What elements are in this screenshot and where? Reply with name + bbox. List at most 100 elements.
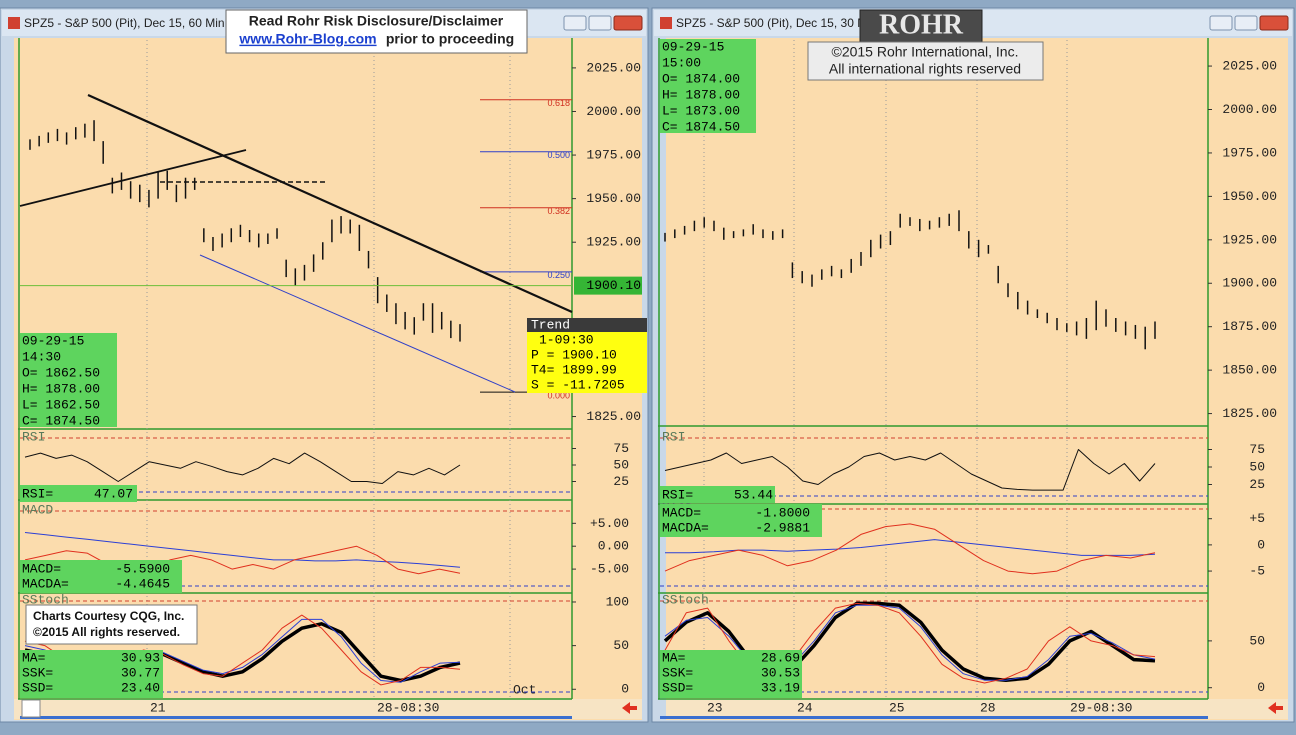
stoch-readout-name: SSD=: [662, 680, 693, 695]
y-tick-label: 1875.00: [1222, 319, 1277, 334]
trend-line-text: S = -11.7205: [531, 377, 625, 392]
rsi-readout-box: [660, 486, 775, 503]
rsi-line: [24, 452, 461, 484]
time-label: 29-08:30: [1070, 700, 1132, 715]
trend-header: Trend: [531, 317, 570, 332]
logo-box: [859, 9, 983, 43]
time-label: Oct: [513, 682, 536, 697]
fib-label: 0.382: [547, 206, 570, 216]
y-tick-label: 2000.00: [1222, 102, 1277, 117]
macd-readout-value: -4.4645: [115, 576, 170, 591]
ohlc-line: L= 1862.50: [22, 397, 100, 412]
ohlc-line: 09-29-15: [22, 333, 84, 348]
stoch-readout-name: MA=: [662, 650, 686, 665]
y-tick-label: -5.00: [590, 562, 629, 577]
ohlc-line: O= 1874.00: [662, 71, 740, 86]
trend-line-text: T4= 1899.99: [531, 362, 617, 377]
disclaimer-box: [225, 9, 528, 54]
ohlc-line: O= 1862.50: [22, 365, 100, 380]
y-tick-label: +5: [1249, 511, 1265, 526]
window-icon: [8, 17, 20, 29]
close-button[interactable]: [1259, 15, 1289, 31]
macd-readout-value: -1.8000: [755, 505, 810, 520]
y-tick-label: 50: [613, 457, 629, 472]
trend-box: [527, 332, 647, 393]
logo: ROHR: [879, 9, 964, 40]
y-tick-label: 0: [621, 682, 629, 697]
chart-area: [666, 38, 1288, 720]
maximize-button[interactable]: [588, 15, 612, 31]
y-tick-label: 1925.00: [586, 235, 641, 250]
rsi-readout-name: RSI=: [22, 486, 53, 501]
y-tick-label: 50: [1249, 459, 1265, 474]
disclaimer-text: Read Rohr Risk Disclosure/Disclaimer: [249, 13, 504, 29]
time-label: 24: [797, 700, 813, 715]
ohlc-line: 15:00: [662, 55, 701, 70]
trend-line-text: 1-09:30: [539, 332, 594, 347]
maximize-button[interactable]: [1234, 15, 1258, 31]
fib-label: 0.250: [547, 270, 570, 280]
y-tick-label: 2025.00: [586, 60, 641, 75]
stoch-readout-value: 33.19: [761, 680, 800, 695]
scroll-arrow[interactable]: [622, 702, 637, 714]
courtesy-text: ©2015 All rights reserved.: [33, 625, 180, 639]
rsi-line: [664, 449, 1156, 491]
stoch-readout-name: MA=: [22, 650, 46, 665]
panel-label: RSI: [22, 429, 45, 444]
ohlc-line: 14:30: [22, 349, 61, 364]
y-tick-label: 75: [613, 441, 629, 456]
time-label: 23: [707, 700, 723, 715]
macd-readout-box: [20, 560, 182, 593]
fib-label: 0.500: [547, 150, 570, 160]
y-tick-label: -5: [1249, 563, 1265, 578]
trend-line: [19, 149, 247, 207]
ohlc-line: H= 1878.00: [662, 87, 740, 102]
macd-readout-name: MACDA=: [22, 576, 69, 591]
macd-readout-value: -5.5900: [115, 561, 170, 576]
panel-label: SStoch: [22, 592, 69, 607]
y-tick-label: 25: [1249, 477, 1265, 492]
y-tick-label: 2000.00: [586, 104, 641, 119]
y-tick-label: 1825.00: [1222, 406, 1277, 421]
time-label: 28-08:30: [377, 700, 439, 715]
y-tick-label: 1900.00: [1222, 276, 1277, 291]
disclaimer-link[interactable]: www.Rohr-Blog.com: [238, 31, 376, 47]
y-tick-label: 25: [613, 474, 629, 489]
corner-box: [21, 699, 41, 718]
macd-line: [664, 523, 1156, 575]
status-strip: [20, 716, 572, 719]
ohlc-line: H= 1878.00: [22, 381, 100, 396]
last-price-label: 1900.10: [586, 278, 641, 293]
status-strip: [660, 716, 1208, 719]
time-label: 25: [889, 700, 905, 715]
stoch-readout-name: SSK=: [22, 665, 53, 680]
ohlc-line: C= 1874.50: [22, 413, 100, 428]
y-tick-label: 2025.00: [1222, 59, 1277, 74]
y-tick-label: 1950.00: [1222, 189, 1277, 204]
copyright-text: All international rights reserved: [829, 61, 1021, 77]
y-tick-label: 1825.00: [586, 409, 641, 424]
macd-readout-value: -2.9881: [755, 520, 810, 535]
stoch-readout-value: 28.69: [761, 650, 800, 665]
y-tick-label: 75: [1249, 442, 1265, 457]
window-title: SPZ5 - S&P 500 (Pit), Dec 15, 30 Min: [676, 16, 877, 30]
stoch-readout-value: 30.53: [761, 665, 800, 680]
copyright-box: [807, 41, 1044, 81]
minimize-button[interactable]: [563, 15, 587, 31]
close-button[interactable]: [613, 15, 643, 31]
trend-line: [87, 93, 573, 314]
minimize-button[interactable]: [1209, 15, 1233, 31]
last-price-tag: [574, 276, 642, 295]
macd-line: [24, 545, 461, 577]
scroll-arrow[interactable]: [1268, 702, 1283, 714]
ohlc-box: [660, 39, 756, 133]
rsi-readout-name: RSI=: [662, 487, 693, 502]
macd-readout-name: MACD=: [22, 561, 61, 576]
time-label: 21: [150, 700, 166, 715]
ohlc-line: C= 1874.50: [662, 119, 740, 134]
stoch-readout-value: 23.40: [121, 680, 160, 695]
time-strip: [666, 699, 1288, 719]
